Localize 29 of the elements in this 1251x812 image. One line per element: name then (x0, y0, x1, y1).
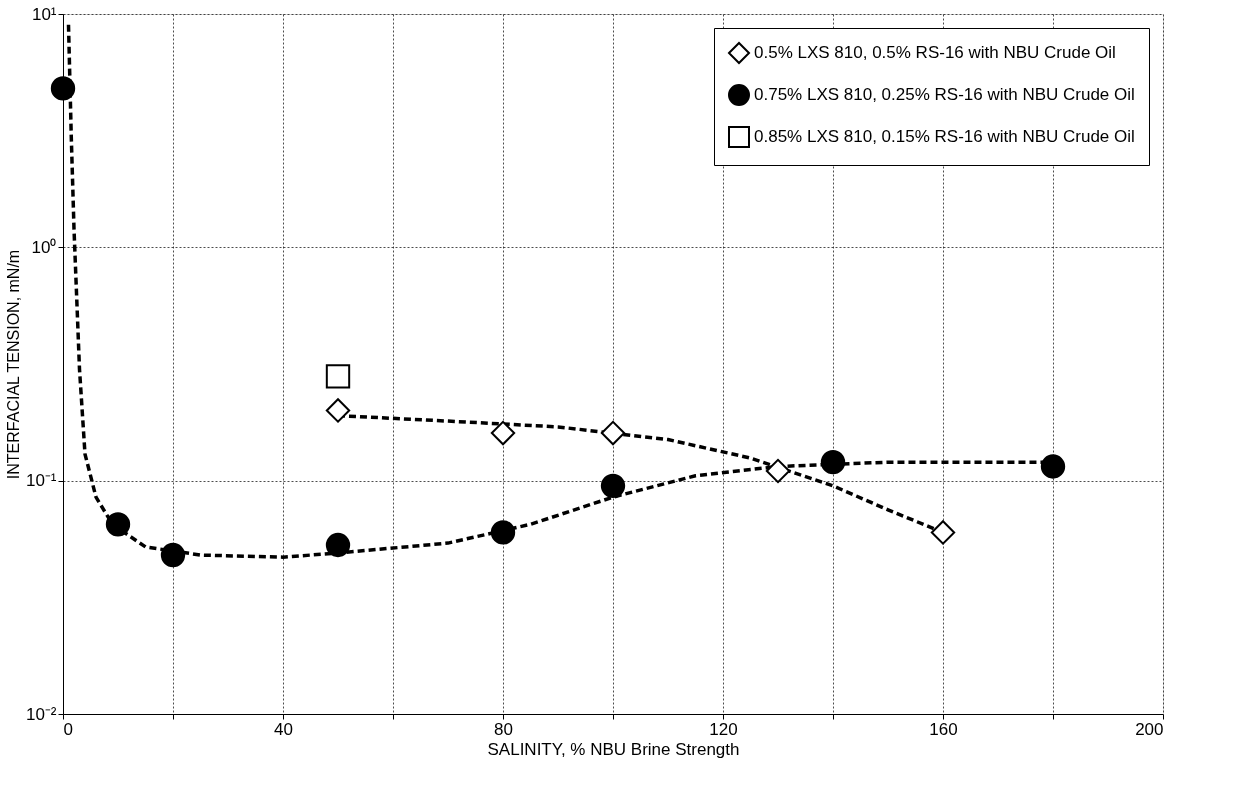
legend-label: 0.85% LXS 810, 0.15% RS-16 with NBU Crude Oil (754, 127, 1135, 146)
x-axis-title: SALINITY, % NBU Brine Strength (487, 739, 740, 759)
point (765, 458, 791, 484)
y-tick-label: 10⁰ (31, 237, 57, 257)
point (1040, 454, 1066, 479)
point (930, 520, 956, 545)
x-tick-label: 200 (1135, 719, 1164, 739)
x-tick-label: 120 (709, 719, 738, 739)
legend-label: 0.5% LXS 810, 0.5% RS-16 with NBU Crude Oil (754, 43, 1116, 62)
point (600, 473, 626, 499)
point (105, 512, 131, 537)
point (50, 76, 76, 101)
y-tick-label: 10⁻² (25, 704, 57, 724)
legend-label: 0.75% LXS 810, 0.25% RS-16 with NBU Crude Oil (754, 85, 1135, 104)
x-tick-label: 40 (274, 719, 293, 739)
point (325, 364, 351, 389)
point (820, 450, 846, 475)
x-tick-label: 0 (63, 719, 73, 739)
point (490, 520, 516, 545)
point (600, 420, 626, 446)
y-axis-title: INTERFACIAL TENSION, mN/m (4, 249, 22, 480)
y-tick-label: 10¹ (31, 4, 57, 24)
x-tick-label: 80 (494, 719, 513, 739)
y-tick-label: 10⁻¹ (25, 471, 57, 491)
point (325, 398, 351, 423)
point (325, 532, 351, 558)
x-tick-label: 160 (929, 719, 958, 739)
point (490, 420, 516, 446)
point (160, 542, 186, 568)
